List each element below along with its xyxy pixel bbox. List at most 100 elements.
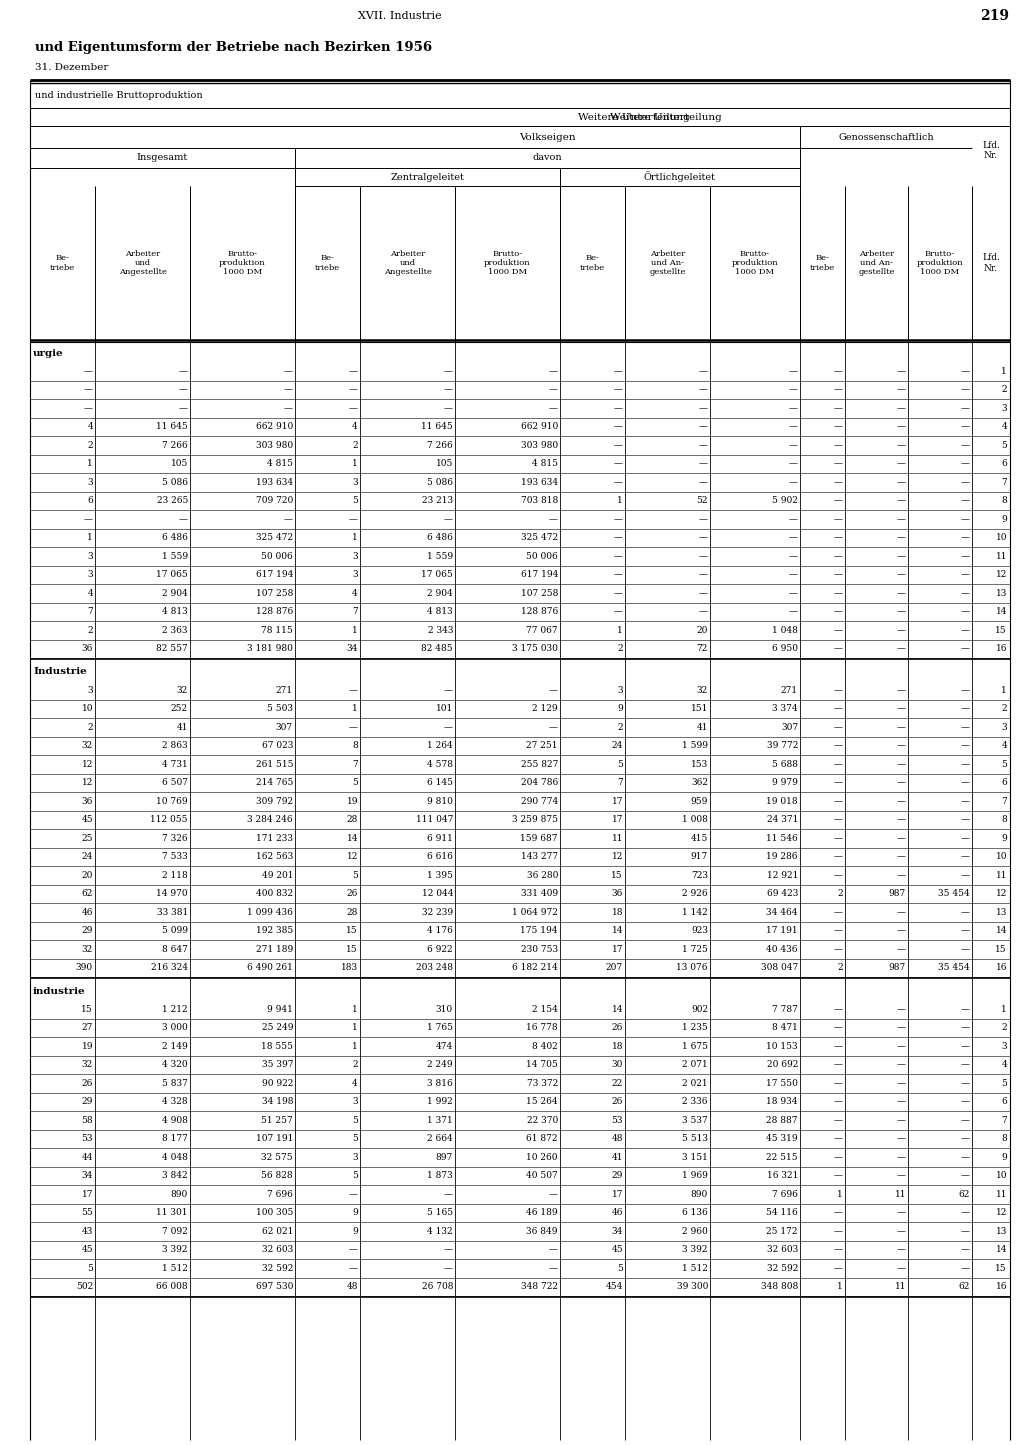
Text: —: — [961,907,970,916]
Text: 46: 46 [82,907,93,916]
Text: —: — [549,514,558,523]
Text: 2 926: 2 926 [682,889,708,899]
Text: 7 326: 7 326 [163,834,188,842]
Text: 175 194: 175 194 [520,926,558,935]
Text: 307: 307 [275,722,293,731]
Text: —: — [699,514,708,523]
Text: 16: 16 [995,644,1007,653]
Text: —: — [961,367,970,376]
Text: —: — [961,626,970,634]
Text: 3: 3 [1001,722,1007,731]
Text: 5: 5 [352,871,358,880]
Text: —: — [897,704,906,714]
Text: 4 813: 4 813 [162,607,188,616]
Text: 2 960: 2 960 [682,1227,708,1235]
Text: 3: 3 [352,571,358,579]
Text: Brutto-
produktion
1000 DM: Brutto- produktion 1000 DM [219,250,266,276]
Text: —: — [699,607,708,616]
Text: —: — [834,853,843,861]
Text: —: — [834,1264,843,1273]
Text: 10 769: 10 769 [157,796,188,806]
Text: 3 392: 3 392 [163,1246,188,1254]
Text: —: — [897,422,906,431]
Text: —: — [897,607,906,616]
Text: 101: 101 [436,704,453,714]
Text: —: — [614,533,623,542]
Text: 6 136: 6 136 [682,1208,708,1217]
Text: —: — [834,571,843,579]
Text: 193 634: 193 634 [521,478,558,487]
Text: 69 423: 69 423 [767,889,798,899]
Text: —: — [284,386,293,394]
Text: —: — [897,1227,906,1235]
Text: 390: 390 [76,964,93,972]
Text: 4: 4 [1001,1061,1007,1069]
Text: —: — [961,1042,970,1051]
Text: 8: 8 [1001,815,1007,824]
Text: 112 055: 112 055 [151,815,188,824]
Text: 1: 1 [352,626,358,634]
Text: —: — [349,367,358,376]
Text: 24: 24 [82,853,93,861]
Text: —: — [897,926,906,935]
Text: Industrie: Industrie [33,668,87,676]
Text: 54 116: 54 116 [766,1208,798,1217]
Text: 46: 46 [611,1208,623,1217]
Text: —: — [897,907,906,916]
Text: 362: 362 [691,779,708,788]
Text: 26: 26 [611,1097,623,1107]
Text: 27 251: 27 251 [526,741,558,750]
Text: 33 381: 33 381 [157,907,188,916]
Text: 11: 11 [611,834,623,842]
Text: 16 778: 16 778 [526,1023,558,1032]
Text: 35 454: 35 454 [938,889,970,899]
Text: industrie: industrie [33,987,86,996]
Text: 73 372: 73 372 [526,1079,558,1088]
Text: —: — [549,367,558,376]
Text: —: — [699,588,708,598]
Text: 36: 36 [611,889,623,899]
Text: 27: 27 [82,1023,93,1032]
Text: 5: 5 [352,1116,358,1124]
Text: 1 142: 1 142 [682,907,708,916]
Text: —: — [834,386,843,394]
Text: 100 305: 100 305 [256,1208,293,1217]
Text: 1: 1 [352,533,358,542]
Text: —: — [614,460,623,468]
Text: 28: 28 [347,907,358,916]
Text: 3 816: 3 816 [427,1079,453,1088]
Text: Brutto-
produktion
1000 DM: Brutto- produktion 1000 DM [732,250,778,276]
Text: 171 233: 171 233 [256,834,293,842]
Text: 5 688: 5 688 [772,760,798,769]
Text: —: — [179,514,188,523]
Text: 1 512: 1 512 [682,1264,708,1273]
Text: 2: 2 [87,626,93,634]
Text: 2: 2 [617,644,623,653]
Text: 2: 2 [1001,386,1007,394]
Text: 310: 310 [436,1004,453,1014]
Text: 7: 7 [617,779,623,788]
Text: —: — [790,552,798,561]
Text: —: — [790,514,798,523]
Text: 36 849: 36 849 [526,1227,558,1235]
Text: 34 464: 34 464 [767,907,798,916]
Text: 14: 14 [995,1246,1007,1254]
Text: —: — [897,796,906,806]
Text: 2: 2 [87,722,93,731]
Text: 12 044: 12 044 [422,889,453,899]
Text: 5: 5 [617,760,623,769]
Text: 13: 13 [995,1227,1007,1235]
Text: 17: 17 [82,1189,93,1199]
Text: 8: 8 [1001,1134,1007,1143]
Text: Lfd.: Lfd. [982,140,1000,149]
Text: 1 599: 1 599 [682,741,708,750]
Text: 2 863: 2 863 [163,741,188,750]
Text: —: — [897,626,906,634]
Text: 53: 53 [611,1116,623,1124]
Text: 12: 12 [995,889,1007,899]
Text: 5 099: 5 099 [162,926,188,935]
Text: —: — [961,926,970,935]
Text: 62: 62 [82,889,93,899]
Text: 662 910: 662 910 [521,422,558,431]
Text: 7 787: 7 787 [772,1004,798,1014]
